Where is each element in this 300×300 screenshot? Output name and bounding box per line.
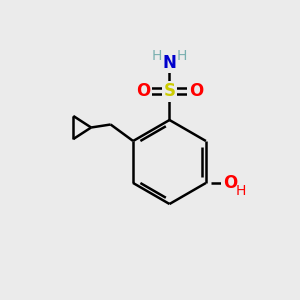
Text: H: H [152,50,162,63]
Text: H: H [177,50,187,63]
Text: S: S [164,82,175,100]
Text: O: O [189,82,203,100]
Text: H: H [236,184,247,198]
Text: O: O [223,174,237,192]
Text: O: O [136,82,150,100]
Text: N: N [163,54,176,72]
